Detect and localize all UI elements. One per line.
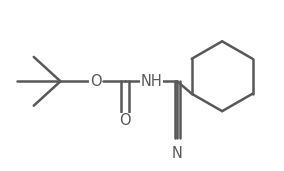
Text: O: O [90,74,101,89]
Text: N: N [172,146,183,161]
Text: NH: NH [141,74,163,89]
Text: O: O [119,113,131,128]
